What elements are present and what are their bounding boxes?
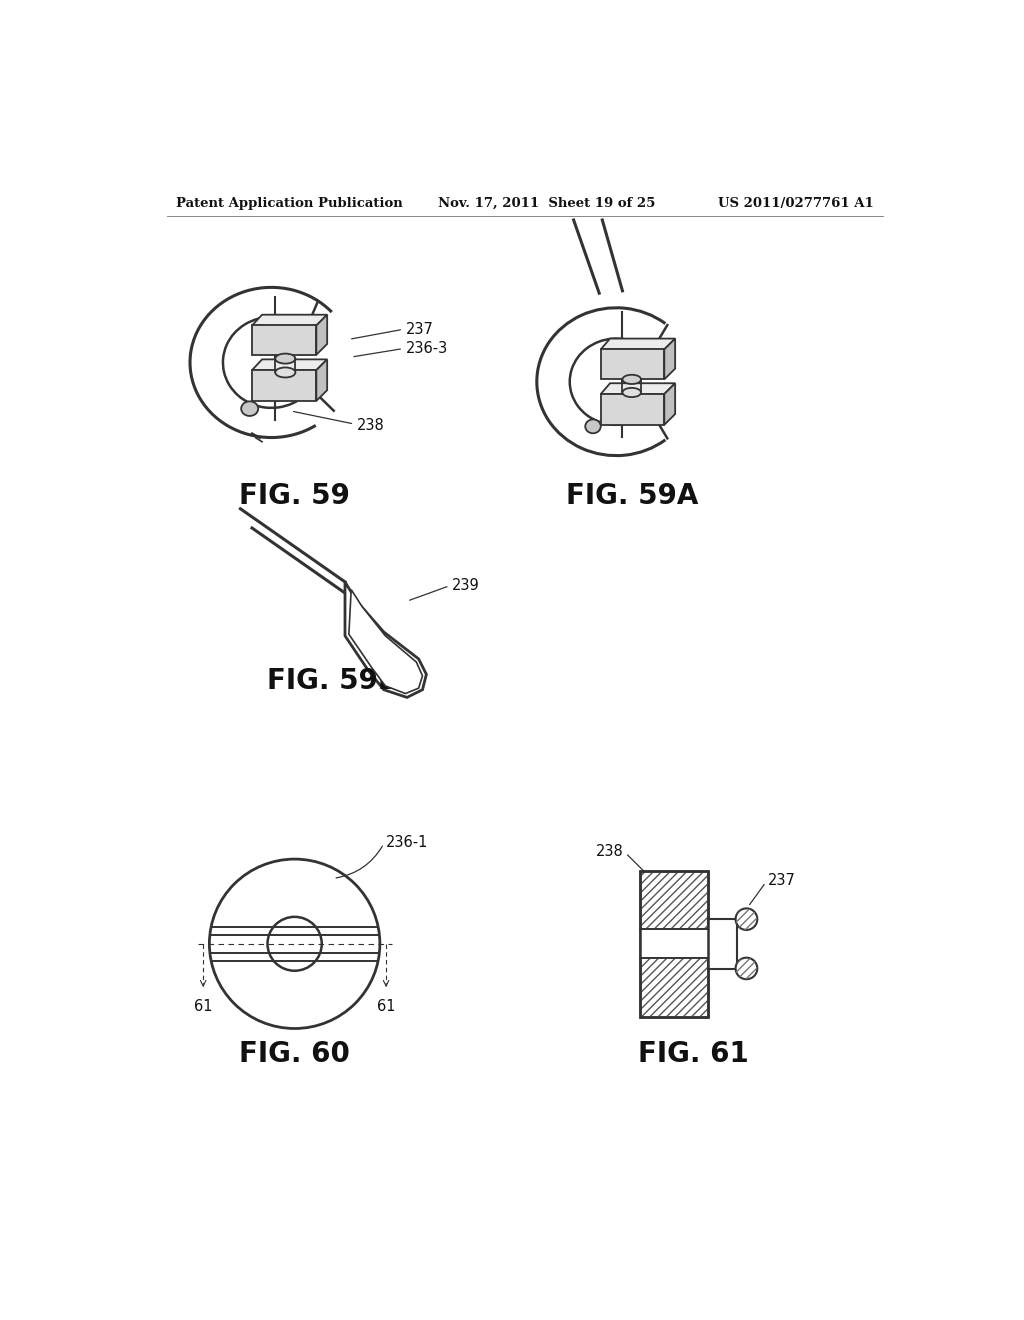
Circle shape bbox=[735, 908, 758, 929]
Text: 236-3: 236-3 bbox=[406, 341, 447, 356]
Polygon shape bbox=[601, 339, 675, 350]
Polygon shape bbox=[252, 370, 316, 401]
Polygon shape bbox=[601, 395, 665, 425]
Ellipse shape bbox=[275, 354, 295, 363]
Text: 238: 238 bbox=[356, 418, 384, 433]
Text: Patent Application Publication: Patent Application Publication bbox=[176, 197, 402, 210]
Ellipse shape bbox=[623, 375, 641, 384]
Text: FIG. 60: FIG. 60 bbox=[240, 1040, 350, 1068]
Polygon shape bbox=[316, 314, 328, 355]
Polygon shape bbox=[345, 582, 426, 697]
Bar bbox=[708, 919, 737, 969]
Polygon shape bbox=[252, 359, 328, 370]
Polygon shape bbox=[601, 383, 675, 395]
Text: 237: 237 bbox=[768, 873, 796, 888]
Circle shape bbox=[267, 917, 322, 970]
Polygon shape bbox=[601, 350, 665, 379]
Text: 236-1: 236-1 bbox=[386, 834, 428, 850]
Text: FIG. 59A: FIG. 59A bbox=[565, 482, 698, 510]
Ellipse shape bbox=[275, 367, 295, 378]
Text: FIG. 59: FIG. 59 bbox=[240, 482, 350, 510]
Text: 61: 61 bbox=[377, 999, 395, 1014]
Circle shape bbox=[209, 859, 380, 1028]
Text: 239: 239 bbox=[452, 578, 479, 593]
Ellipse shape bbox=[586, 420, 601, 433]
Text: FIG. 61: FIG. 61 bbox=[638, 1040, 750, 1068]
Bar bbox=[640, 871, 708, 1016]
Polygon shape bbox=[252, 314, 328, 326]
Polygon shape bbox=[665, 339, 675, 379]
Bar bbox=[640, 929, 708, 958]
Text: FIG. 59B: FIG. 59B bbox=[267, 667, 399, 694]
Polygon shape bbox=[665, 383, 675, 425]
Ellipse shape bbox=[241, 401, 258, 416]
Text: 238: 238 bbox=[596, 843, 624, 859]
Bar bbox=[640, 871, 708, 1016]
Bar bbox=[640, 871, 708, 1016]
Text: 61: 61 bbox=[194, 999, 212, 1014]
Text: Nov. 17, 2011  Sheet 19 of 25: Nov. 17, 2011 Sheet 19 of 25 bbox=[438, 197, 655, 210]
Polygon shape bbox=[252, 326, 316, 355]
Text: 237: 237 bbox=[406, 322, 433, 337]
Polygon shape bbox=[349, 590, 423, 693]
Ellipse shape bbox=[623, 388, 641, 397]
Circle shape bbox=[735, 957, 758, 979]
Text: US 2011/0277761 A1: US 2011/0277761 A1 bbox=[718, 197, 873, 210]
Polygon shape bbox=[316, 359, 328, 401]
